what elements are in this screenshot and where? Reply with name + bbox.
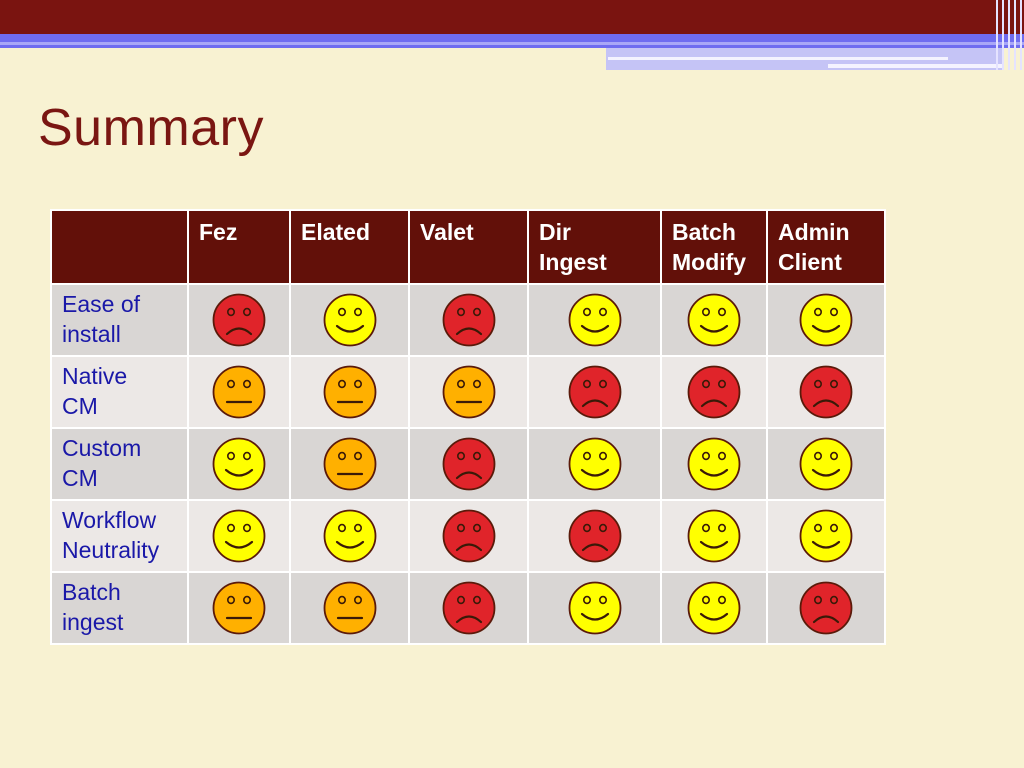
table-header-row: Fez Elated Valet Dir Ingest Batch Modify Admin C…: [50, 209, 886, 285]
table-row: Ease of install: [50, 283, 886, 357]
rating-cell: [660, 499, 768, 573]
table-body: Ease of install Native CM Custom CM Workflow Ne…: [50, 283, 886, 645]
neutral-face-icon: [212, 365, 266, 419]
table-row: Native CM: [50, 355, 886, 429]
happy-face-icon: [212, 437, 266, 491]
rating-cell: [187, 355, 291, 429]
rating-cell: [660, 571, 768, 645]
neutral-face-icon: [323, 581, 376, 635]
rating-cell: [527, 427, 662, 501]
row-label: Custom CM: [50, 427, 189, 501]
header-stripes: [994, 0, 1024, 70]
rating-cell: [187, 427, 291, 501]
summary-table: Fez Elated Valet Dir Ingest Batch Modify Admin C…: [50, 209, 886, 645]
rating-cell: [187, 571, 291, 645]
happy-face-icon: [687, 293, 741, 347]
rating-cell: [660, 355, 768, 429]
sad-face-icon: [442, 509, 495, 563]
slide-title: Summary: [38, 99, 264, 157]
neutral-face-icon: [442, 365, 495, 419]
table-row: Batch ingest: [50, 571, 886, 645]
rating-cell: [187, 499, 291, 573]
happy-face-icon: [323, 509, 376, 563]
happy-face-icon: [687, 581, 741, 635]
happy-face-icon: [687, 509, 741, 563]
rating-cell: [766, 571, 886, 645]
rating-cell: [660, 283, 768, 357]
rating-cell: [408, 283, 529, 357]
sad-face-icon: [568, 365, 621, 419]
sad-face-icon: [212, 293, 266, 347]
happy-face-icon: [799, 437, 853, 491]
rating-cell: [408, 499, 529, 573]
sad-face-icon: [687, 365, 741, 419]
neutral-face-icon: [323, 365, 376, 419]
header-band-blue: [0, 34, 1024, 48]
rating-cell: [408, 571, 529, 645]
rating-cell: [766, 283, 886, 357]
rating-cell: [766, 427, 886, 501]
rating-cell: [408, 355, 529, 429]
neutral-face-icon: [323, 437, 376, 491]
rating-cell: [289, 283, 410, 357]
row-label: Native CM: [50, 355, 189, 429]
rating-cell: [408, 427, 529, 501]
happy-face-icon: [687, 437, 741, 491]
row-label: Ease of install: [50, 283, 189, 357]
rating-cell: [660, 427, 768, 501]
rating-cell: [187, 283, 291, 357]
table-corner-header: [50, 209, 189, 285]
happy-face-icon: [568, 581, 621, 635]
sad-face-icon: [799, 365, 853, 419]
column-header: Fez: [187, 209, 291, 285]
rating-cell: [766, 499, 886, 573]
table-row: Workflow Neutrality: [50, 499, 886, 573]
rating-cell: [289, 499, 410, 573]
rating-cell: [289, 427, 410, 501]
header-band-red: [0, 0, 1024, 34]
header-band-light-line: [608, 57, 948, 60]
happy-face-icon: [568, 437, 621, 491]
sad-face-icon: [442, 581, 495, 635]
happy-face-icon: [323, 293, 376, 347]
column-header: Dir Ingest: [527, 209, 662, 285]
rating-cell: [289, 571, 410, 645]
sad-face-icon: [568, 509, 621, 563]
happy-face-icon: [799, 293, 853, 347]
rating-cell: [527, 355, 662, 429]
rating-cell: [766, 355, 886, 429]
rating-cell: [527, 571, 662, 645]
rating-cell: [289, 355, 410, 429]
happy-face-icon: [568, 293, 621, 347]
header-band-light-line-2: [828, 64, 1004, 68]
column-header: Batch Modify: [660, 209, 768, 285]
sad-face-icon: [442, 293, 495, 347]
row-label: Workflow Neutrality: [50, 499, 189, 573]
sad-face-icon: [442, 437, 495, 491]
column-header: Elated: [289, 209, 410, 285]
table-row: Custom CM: [50, 427, 886, 501]
header-band-blue-line: [0, 42, 1024, 45]
neutral-face-icon: [212, 581, 266, 635]
happy-face-icon: [212, 509, 266, 563]
row-label: Batch ingest: [50, 571, 189, 645]
happy-face-icon: [799, 509, 853, 563]
column-header: Admin Client: [766, 209, 886, 285]
rating-cell: [527, 499, 662, 573]
sad-face-icon: [799, 581, 853, 635]
column-header: Valet: [408, 209, 529, 285]
rating-cell: [527, 283, 662, 357]
